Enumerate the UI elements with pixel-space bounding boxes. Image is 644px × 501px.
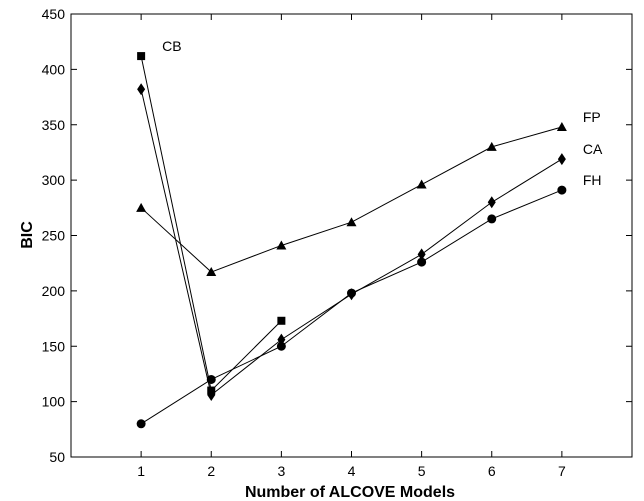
- x-tick-label: 6: [488, 463, 496, 479]
- triangle-marker: [206, 267, 217, 277]
- x-tick-label: 2: [207, 463, 215, 479]
- y-tick-label: 300: [42, 172, 66, 188]
- circle-marker: [487, 214, 497, 224]
- triangle-marker: [416, 179, 427, 189]
- series-fh: FH: [136, 172, 602, 429]
- circle-marker: [557, 185, 567, 195]
- series-label-fh: FH: [583, 172, 602, 188]
- y-tick-label: 150: [42, 338, 66, 354]
- circle-marker: [206, 374, 216, 384]
- diamond-marker: [137, 83, 146, 96]
- triangle-marker: [346, 217, 357, 227]
- circle-marker: [347, 288, 356, 298]
- x-tick-label: 5: [418, 463, 426, 479]
- y-axis-title: BIC: [19, 221, 36, 249]
- x-tick-label: 7: [558, 463, 566, 479]
- series-line-cb: [140, 55, 282, 392]
- triangle-marker: [486, 141, 497, 151]
- series-label-ca: CA: [583, 141, 603, 157]
- y-tick-label: 450: [42, 6, 66, 22]
- triangle-marker: [276, 240, 287, 250]
- x-axis: 1 2 3 4 5 6 7: [137, 14, 566, 479]
- square-marker: [277, 316, 286, 325]
- series-layer: CB FP CA FH: [136, 38, 603, 429]
- x-axis-title: Number of ALCOVE Models: [245, 484, 455, 501]
- series-cb: CB: [137, 38, 286, 395]
- series-ca: CA: [137, 83, 603, 401]
- square-marker: [137, 52, 146, 61]
- y-tick-label: 100: [42, 394, 66, 410]
- y-tick-label: 400: [42, 61, 66, 77]
- series-fp: FP: [136, 109, 601, 277]
- series-label-fp: FP: [583, 109, 601, 125]
- triangle-marker: [556, 121, 567, 131]
- y-tick-label: 50: [49, 449, 65, 465]
- circle-marker: [136, 419, 146, 429]
- series-line-fp: [140, 126, 563, 273]
- y-tick-label: 200: [42, 283, 66, 299]
- x-tick-label: 3: [277, 463, 285, 479]
- plot-frame: [70, 13, 633, 458]
- diamond-marker: [207, 388, 216, 401]
- x-tick-label: 4: [348, 463, 356, 479]
- circle-marker: [417, 257, 427, 267]
- y-tick-label: 350: [42, 117, 66, 133]
- diamond-marker: [487, 196, 496, 209]
- triangle-marker: [136, 202, 147, 212]
- x-tick-label: 1: [137, 463, 145, 479]
- diamond-marker: [557, 153, 566, 166]
- y-axis: 50 100 150 200 250 300 350 400 450: [42, 6, 632, 465]
- diamond-marker: [417, 248, 426, 261]
- series-label-cb: CB: [162, 38, 181, 54]
- series-line-ca: [140, 89, 563, 396]
- y-tick-label: 250: [42, 228, 66, 244]
- circle-marker: [276, 341, 286, 351]
